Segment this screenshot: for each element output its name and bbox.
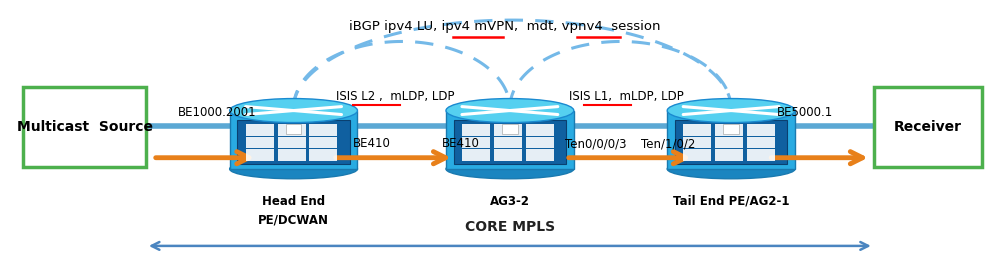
FancyBboxPatch shape (873, 87, 982, 167)
Bar (716, 137, 744, 148)
Ellipse shape (230, 99, 357, 123)
Bar (277, 124, 305, 136)
Bar (277, 149, 305, 161)
Text: Ten/1/0/2: Ten/1/0/2 (641, 137, 696, 150)
Bar (309, 137, 337, 148)
Polygon shape (230, 110, 357, 169)
Bar (526, 124, 554, 136)
Bar (285, 124, 301, 134)
Bar (246, 137, 273, 148)
Bar (748, 149, 775, 161)
Bar (748, 137, 775, 148)
Bar (494, 149, 522, 161)
Bar (494, 124, 522, 136)
Bar (724, 124, 739, 134)
FancyBboxPatch shape (454, 120, 566, 164)
Bar (748, 124, 775, 136)
Text: PE/DCWAN: PE/DCWAN (258, 214, 329, 227)
Bar (526, 149, 554, 161)
Bar (462, 137, 490, 148)
Ellipse shape (230, 159, 357, 179)
Bar (716, 149, 744, 161)
Text: Head End: Head End (262, 195, 325, 208)
Bar (494, 137, 522, 148)
Bar (684, 149, 712, 161)
Ellipse shape (446, 99, 574, 123)
Ellipse shape (668, 159, 795, 179)
Polygon shape (446, 110, 574, 169)
Bar (246, 124, 273, 136)
Text: Ten0/0/0/3: Ten0/0/0/3 (565, 137, 626, 150)
Ellipse shape (668, 99, 795, 123)
Text: Tail End PE/AG2-1: Tail End PE/AG2-1 (673, 195, 789, 208)
Text: iBGP ipv4 LU, ipv4 mVPN,  mdt, vpnv4  session: iBGP ipv4 LU, ipv4 mVPN, mdt, vpnv4 sess… (349, 20, 661, 33)
Bar (462, 124, 490, 136)
Text: BE1000.2001: BE1000.2001 (178, 106, 256, 119)
Bar (246, 149, 273, 161)
Bar (526, 137, 554, 148)
Bar (684, 124, 712, 136)
FancyBboxPatch shape (23, 87, 146, 167)
FancyBboxPatch shape (675, 120, 787, 164)
Polygon shape (668, 110, 795, 169)
Ellipse shape (446, 159, 574, 179)
Bar (462, 149, 490, 161)
Bar (502, 124, 518, 134)
Bar (309, 124, 337, 136)
Text: ISIS L1,  mLDP, LDP: ISIS L1, mLDP, LDP (569, 90, 684, 103)
FancyBboxPatch shape (238, 120, 349, 164)
Text: AG3-2: AG3-2 (490, 195, 530, 208)
Text: Multicast  Source: Multicast Source (17, 120, 153, 134)
Bar (716, 124, 744, 136)
Text: Receiver: Receiver (894, 120, 962, 134)
Text: BE410: BE410 (353, 137, 391, 150)
Text: BE5000.1: BE5000.1 (776, 106, 833, 119)
Bar (277, 137, 305, 148)
Bar (684, 137, 712, 148)
Bar (309, 149, 337, 161)
Text: BE410: BE410 (442, 137, 480, 150)
Text: CORE MPLS: CORE MPLS (465, 220, 555, 234)
Text: ISIS L2 ,  mLDP, LDP: ISIS L2 , mLDP, LDP (335, 90, 454, 103)
